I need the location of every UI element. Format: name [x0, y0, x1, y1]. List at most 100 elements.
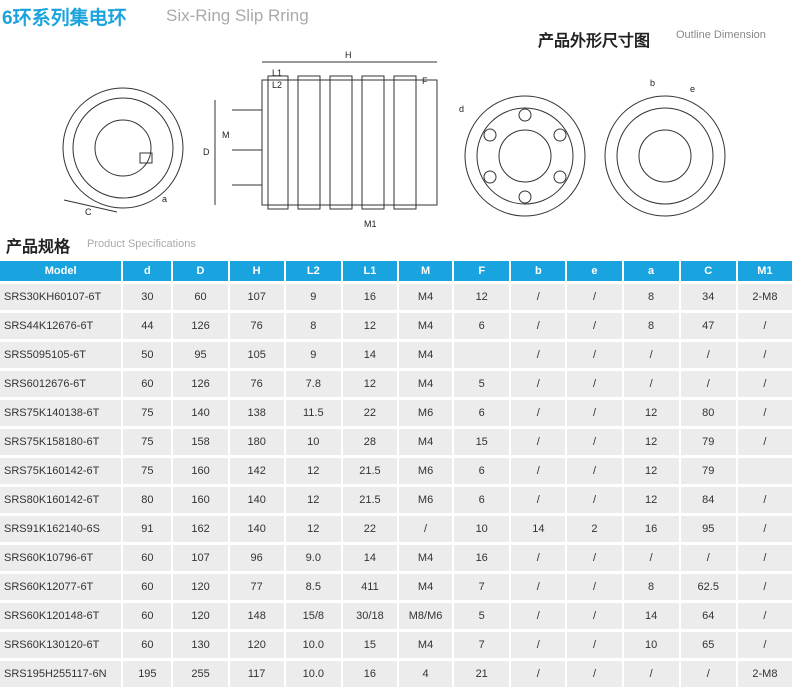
- table-cell: 6: [454, 487, 510, 513]
- table-cell: /: [567, 284, 622, 310]
- table-cell: 21: [454, 661, 510, 687]
- table-cell: 62.5: [680, 574, 736, 600]
- table-cell: /: [567, 661, 622, 687]
- table-row: SRS75K158180-6T 75 158 180 10 28 M4 15//12 79/: [0, 429, 792, 455]
- table-row: SRS60K120148-6T 60 120 148 15/8 30/18 M8/M6 5//…: [0, 603, 792, 629]
- table-cell: 60: [123, 603, 172, 629]
- table-cell: 64: [680, 603, 736, 629]
- table-row: SRS195H255117-6N 195 255 117 10.0 16 4 21// //2-…: [0, 661, 792, 687]
- table-cell: 10.0: [285, 632, 341, 658]
- table-cell: 142: [229, 458, 284, 484]
- table-cell: /: [567, 400, 622, 426]
- table-cell: 34: [680, 284, 736, 310]
- column-header: Model: [0, 261, 122, 281]
- table-cell: /: [737, 603, 792, 629]
- table-cell: 65: [680, 632, 736, 658]
- table-cell: 79: [680, 429, 736, 455]
- column-header: L1: [342, 261, 397, 281]
- table-row: SRS44K12676-6T 44 126 76 8 12 M4 6//8 47/: [0, 313, 792, 339]
- table-cell: 8: [623, 313, 679, 339]
- table-cell: [454, 342, 510, 368]
- table-cell: 79: [680, 458, 736, 484]
- label-D: D: [203, 147, 210, 157]
- table-cell: 14: [342, 545, 397, 571]
- table-cell: 107: [173, 545, 228, 571]
- table-cell: M4: [399, 632, 453, 658]
- table-cell: 12: [285, 516, 341, 542]
- table-cell: 60: [123, 371, 172, 397]
- column-header: M1: [737, 261, 792, 281]
- outline-drawing: C a H L1 L2 F M D M1 d b e: [62, 50, 726, 229]
- table-cell: /: [567, 545, 622, 571]
- page-title: 6环系列集电环: [2, 8, 127, 29]
- table-row: SRS60K10796-6T 60 107 96 9.0 14 M4 16// / / /: [0, 545, 792, 571]
- table-cell: M4: [399, 429, 453, 455]
- table-cell: M4: [399, 371, 453, 397]
- table-cell: 95: [173, 342, 228, 368]
- table-cell: 2-M8: [737, 284, 792, 310]
- table-cell: 12: [285, 458, 341, 484]
- table-cell: 6: [454, 400, 510, 426]
- table-row: SRS91K162140-6S 91 162 140 12 22/10 14 2 16 95/: [0, 516, 792, 542]
- table-cell: 75: [123, 458, 172, 484]
- table-cell: 10: [454, 516, 510, 542]
- table-cell: /: [511, 661, 566, 687]
- spec-title-en: Product Specifications: [87, 238, 196, 250]
- table-cell: 22: [342, 516, 397, 542]
- table-cell: 12: [285, 487, 341, 513]
- table-cell: SRS6012676-6T: [0, 371, 122, 397]
- table-cell: 44: [123, 313, 172, 339]
- outline-title-en: Outline Dimension: [676, 29, 766, 41]
- table-cell: 60: [123, 545, 172, 571]
- table-cell: 60: [173, 284, 228, 310]
- table-cell: SRS80K160142-6T: [0, 487, 122, 513]
- table-cell: /: [511, 574, 566, 600]
- table-row: SRS60K12077-6T 60 120 77 8.5 411 M4 7//8 62.5/: [0, 574, 792, 600]
- table-cell: 8: [623, 574, 679, 600]
- table-cell: 12: [623, 429, 679, 455]
- table-cell: /: [567, 487, 622, 513]
- table-cell: M4: [399, 284, 453, 310]
- table-cell: 120: [173, 603, 228, 629]
- table-cell: SRS44K12676-6T: [0, 313, 122, 339]
- table-cell: 10: [285, 429, 341, 455]
- table-cell: /: [511, 487, 566, 513]
- end-view-right: b e: [604, 78, 726, 217]
- table-cell: 21.5: [342, 487, 397, 513]
- table-cell: 9: [285, 284, 341, 310]
- table-cell: /: [737, 632, 792, 658]
- table-cell: 80: [123, 487, 172, 513]
- table-cell: /: [737, 313, 792, 339]
- table-cell: 195: [123, 661, 172, 687]
- table-cell: 148: [229, 603, 284, 629]
- table-cell: 16: [342, 284, 397, 310]
- table-cell: SRS5095105-6T: [0, 342, 122, 368]
- table-cell: SRS60K130120-6T: [0, 632, 122, 658]
- column-header: C: [680, 261, 736, 281]
- table-cell: SRS75K140138-6T: [0, 400, 122, 426]
- table-cell: /: [680, 371, 736, 397]
- label-a: a: [162, 194, 167, 204]
- table-cell: 11.5: [285, 400, 341, 426]
- table-cell: M6: [399, 487, 453, 513]
- table-cell: SRS75K158180-6T: [0, 429, 122, 455]
- label-C: C: [85, 207, 92, 217]
- table-cell: 96: [229, 545, 284, 571]
- table-cell: 107: [229, 284, 284, 310]
- table-cell: SRS91K162140-6S: [0, 516, 122, 542]
- table-cell: 15: [454, 429, 510, 455]
- table-cell: 6: [454, 313, 510, 339]
- table-cell: /: [511, 400, 566, 426]
- table-cell: 7.8: [285, 371, 341, 397]
- table-cell: 138: [229, 400, 284, 426]
- column-header: L2: [285, 261, 341, 281]
- end-view-middle: d: [459, 95, 586, 217]
- label-L2: L2: [272, 80, 282, 90]
- table-cell: 140: [229, 487, 284, 513]
- table-cell: 180: [229, 429, 284, 455]
- table-row: SRS75K160142-6T 75 160 142 12 21.5 M6 6//12 79: [0, 458, 792, 484]
- table-cell: SRS195H255117-6N: [0, 661, 122, 687]
- table-cell: /: [511, 603, 566, 629]
- table-row: SRS30KH60107-6T 30 60 107 9 16 M4 12//8 34 2-M8: [0, 284, 792, 310]
